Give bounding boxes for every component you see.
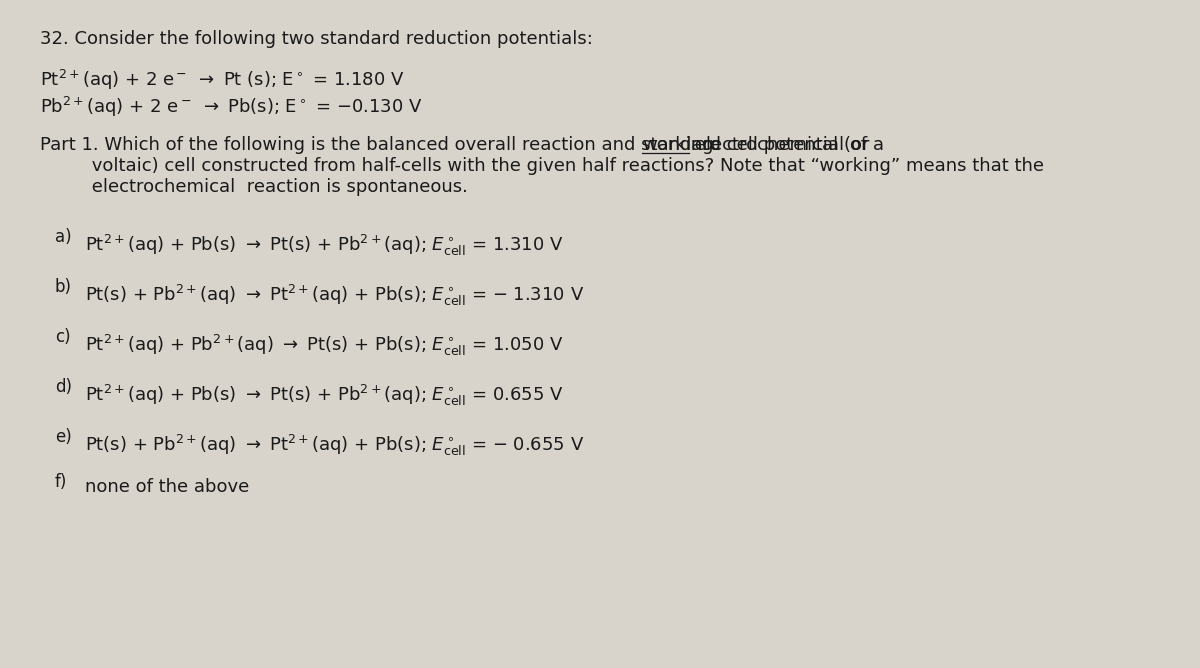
Text: electrochemical  reaction is spontaneous.: electrochemical reaction is spontaneous. xyxy=(40,178,468,196)
Text: 32. Consider the following two standard reduction potentials:: 32. Consider the following two standard … xyxy=(40,30,593,48)
Text: Pt(s) + Pb$^{2+}$(aq) $\rightarrow$ Pt$^{2+}$(aq) + Pb(s); $E^\circ_{\rm cell}$ : Pt(s) + Pb$^{2+}$(aq) $\rightarrow$ Pt$^… xyxy=(85,433,584,458)
Text: working: working xyxy=(642,136,714,154)
Text: Pt(s) + Pb$^{2+}$(aq) $\rightarrow$ Pt$^{2+}$(aq) + Pb(s); $E^\circ_{\rm cell}$ : Pt(s) + Pb$^{2+}$(aq) $\rightarrow$ Pt$^… xyxy=(85,283,584,308)
Text: Part 1. Which of the following is the balanced overall reaction and standard cel: Part 1. Which of the following is the ba… xyxy=(40,136,889,154)
Text: Pt$^{2+}$(aq) + Pb(s) $\rightarrow$ Pt(s) + Pb$^{2+}$(aq); $E^\circ_{\rm cell}$ : Pt$^{2+}$(aq) + Pb(s) $\rightarrow$ Pt(s… xyxy=(85,383,564,408)
Text: electrochemical (or: electrochemical (or xyxy=(689,136,869,154)
Text: Pt$^{2+}$(aq) + 2 e$^-$ $\rightarrow$ Pt (s); E$^\circ$ = 1.180 V: Pt$^{2+}$(aq) + 2 e$^-$ $\rightarrow$ Pt… xyxy=(40,68,404,92)
Text: a): a) xyxy=(55,228,72,246)
Text: e): e) xyxy=(55,428,72,446)
Text: f): f) xyxy=(55,473,67,491)
Text: voltaic) cell constructed from half-cells with the given half reactions? Note th: voltaic) cell constructed from half-cell… xyxy=(40,157,1044,175)
Text: Pb$^{2+}$(aq) + 2 e$^-$ $\rightarrow$ Pb(s); E$^\circ$ = −0.130 V: Pb$^{2+}$(aq) + 2 e$^-$ $\rightarrow$ Pb… xyxy=(40,95,422,119)
Text: b): b) xyxy=(55,278,72,296)
Text: Pt$^{2+}$(aq) + Pb$^{2+}$(aq) $\rightarrow$ Pt(s) + Pb(s); $E^\circ_{\rm cell}$ : Pt$^{2+}$(aq) + Pb$^{2+}$(aq) $\rightarr… xyxy=(85,333,564,358)
Text: none of the above: none of the above xyxy=(85,478,250,496)
Text: Pt$^{2+}$(aq) + Pb(s) $\rightarrow$ Pt(s) + Pb$^{2+}$(aq); $E^\circ_{\rm cell}$ : Pt$^{2+}$(aq) + Pb(s) $\rightarrow$ Pt(s… xyxy=(85,233,564,258)
Text: d): d) xyxy=(55,378,72,396)
Text: c): c) xyxy=(55,328,71,346)
